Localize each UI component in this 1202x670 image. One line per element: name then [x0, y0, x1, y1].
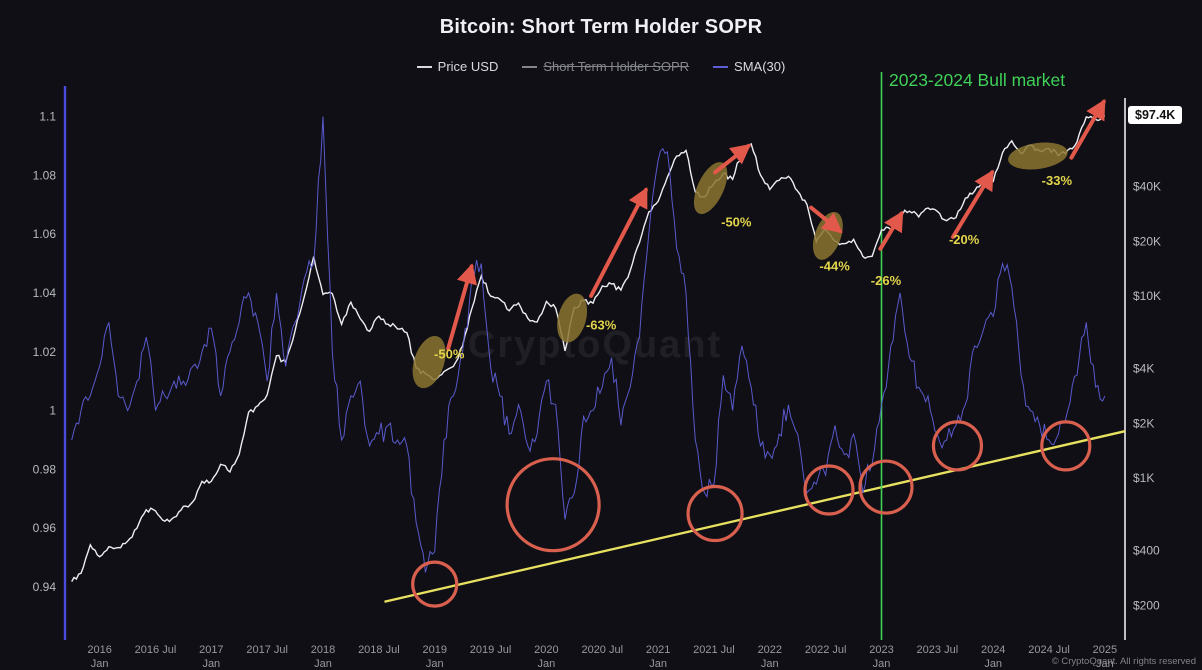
right-axis-tick-label: $20K	[1133, 234, 1161, 248]
x-axis-tick-sublabel: Jan	[202, 658, 220, 670]
sma30-line	[71, 116, 1106, 573]
cryptoquant-watermark: CryptoQuant	[467, 324, 723, 366]
right-axis-tick-label: $200	[1133, 598, 1160, 612]
x-axis-tick-label: 2025	[1093, 644, 1117, 656]
trend-arrow	[589, 187, 648, 298]
x-axis-tick-label: 2021 Jul	[693, 644, 735, 656]
legend-swatch	[522, 65, 538, 68]
left-axis-tick-label: 1	[49, 404, 56, 418]
left-axis-tick-label: 1.1	[39, 109, 56, 123]
x-axis-tick-sublabel: Jan	[649, 658, 667, 670]
bottom-circle	[931, 420, 984, 472]
drawdown-percent-label: -63%	[586, 317, 617, 332]
trend-arrow	[950, 169, 995, 240]
legend-item-sma-30-[interactable]: SMA(30)	[713, 59, 785, 74]
x-axis-tick-label: 2024	[981, 644, 1005, 656]
x-axis-tick-sublabel: Jan	[426, 658, 444, 670]
left-axis-tick-label: 1.08	[33, 168, 57, 182]
legend-item-short-term-holder-sopr[interactable]: Short Term Holder SOPR	[522, 59, 689, 74]
copyright-note: © CryptoQuant. All rights reserved	[1051, 656, 1196, 667]
x-axis-tick-label: 2018	[311, 644, 335, 656]
bull-market-label: 2023-2024 Bull market	[889, 70, 1066, 90]
right-axis-tick-label: $400	[1133, 544, 1160, 558]
x-axis-tick-label: 2022	[758, 644, 782, 656]
right-axis-tick-label: $2K	[1133, 416, 1154, 430]
x-axis-tick-label: 2021	[646, 644, 670, 656]
bottom-circle	[1040, 420, 1092, 472]
drawdown-highlight-ellipse	[693, 162, 728, 215]
x-axis-tick-label: 2023	[869, 644, 893, 656]
legend-label: Short Term Holder SOPR	[543, 59, 690, 74]
left-axis-tick-label: 0.98	[33, 462, 57, 476]
right-axis-tick-label: $10K	[1133, 289, 1161, 303]
legend-swatch	[713, 65, 729, 68]
trend-arrow	[809, 205, 843, 234]
x-axis-tick-sublabel: Jan	[538, 658, 556, 670]
legend-label: Price USD	[437, 59, 499, 74]
x-axis-tick-label: 2020 Jul	[581, 644, 623, 656]
chart-title: Bitcoin: Short Term Holder SOPR	[439, 16, 763, 38]
left-axis-tick-label: 0.94	[33, 580, 57, 594]
drawdown-percent-label: -33%	[1042, 173, 1073, 188]
left-axis-tick-label: 0.96	[33, 521, 57, 535]
price-line	[71, 115, 1105, 582]
bottom-circle	[686, 484, 744, 543]
x-axis-tick-sublabel: Jan	[873, 658, 891, 670]
x-axis-tick-sublabel: Jan	[314, 658, 332, 670]
bottom-circle	[505, 457, 601, 553]
x-axis-tick-sublabel: Jan	[984, 658, 1002, 670]
x-axis-tick-sublabel: Jan	[761, 658, 779, 670]
drawdown-highlight-ellipse	[557, 293, 588, 343]
bottom-circle	[803, 464, 855, 516]
last-price-badge: $97.4K	[1128, 106, 1183, 124]
drawdown-highlight-ellipse	[1008, 142, 1068, 170]
right-axis-tick-label: $1K	[1133, 471, 1154, 485]
x-axis-tick-label: 2017 Jul	[246, 644, 288, 656]
x-axis-tick-label: 2019 Jul	[470, 644, 512, 656]
left-axis-tick-label: 1.02	[33, 345, 57, 359]
legend-item-price-usd[interactable]: Price USD	[416, 59, 499, 74]
bottom-circle	[411, 560, 459, 608]
x-axis-tick-label: 2016	[87, 644, 111, 656]
x-axis-tick-label: 2020	[534, 644, 558, 656]
left-axis-tick-label: 1.06	[33, 227, 57, 241]
x-axis-tick-label: 2016 Jul	[135, 644, 177, 656]
x-axis-tick-label: 2024 Jul	[1028, 644, 1070, 656]
x-axis-tick-label: 2022 Jul	[805, 644, 847, 656]
trend-arrow	[1069, 98, 1106, 160]
left-axis-tick-label: 1.04	[33, 286, 57, 300]
legend-label: SMA(30)	[734, 59, 786, 74]
support-trendline	[384, 430, 1126, 603]
x-axis-tick-label: 2017	[199, 644, 223, 656]
bottom-circle	[858, 459, 914, 515]
trend-arrow	[446, 263, 477, 351]
right-axis-tick-label: $40K	[1133, 179, 1161, 193]
x-axis-tick-label: 2023 Jul	[917, 644, 959, 656]
drawdown-highlight-ellipse	[412, 335, 446, 389]
drawdown-percent-label: -50%	[434, 347, 465, 362]
drawdown-percent-label: -50%	[721, 214, 752, 229]
right-axis-tick-label: $4K	[1133, 361, 1154, 375]
drawdown-highlight-ellipse	[812, 211, 843, 260]
x-axis-tick-sublabel: Jan	[1096, 658, 1114, 670]
x-axis-tick-label: 2018 Jul	[358, 644, 400, 656]
drawdown-percent-label: -20%	[949, 232, 980, 247]
trend-arrow	[713, 143, 752, 175]
legend-swatch	[416, 65, 432, 68]
drawdown-percent-label: -26%	[871, 273, 902, 288]
trend-arrow	[878, 210, 904, 251]
drawdown-percent-label: -44%	[819, 258, 850, 273]
x-axis-tick-sublabel: Jan	[91, 658, 109, 670]
x-axis-tick-label: 2019	[422, 644, 446, 656]
legend: Price USD Short Term Holder SOPR SMA(30)	[0, 59, 1202, 74]
